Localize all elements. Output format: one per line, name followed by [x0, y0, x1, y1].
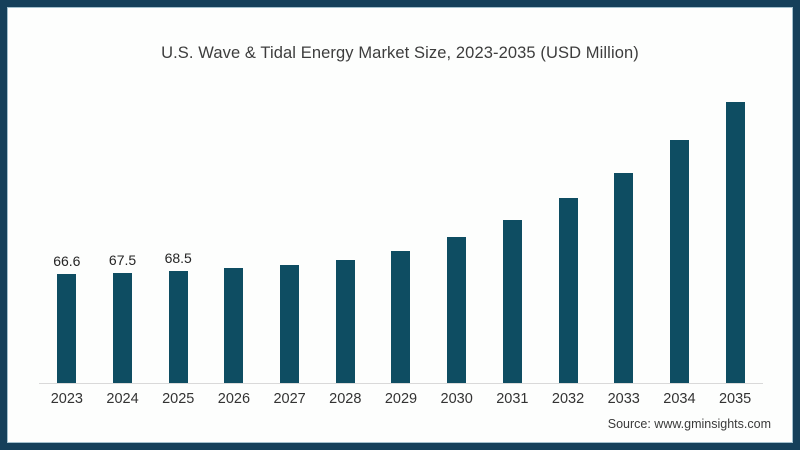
bar-column-2030: [429, 236, 485, 383]
bar-column-2028: [317, 259, 373, 383]
x-tick-label-2034: 2034: [663, 391, 696, 407]
bar-value-label-2023: 66.6: [53, 253, 81, 269]
bar-chart: 66.6 67.5 68.5 2023 2024 2025 2026 2027 2028 202…: [39, 92, 763, 407]
x-tick-label-2026: 2026: [217, 391, 251, 407]
x-tick-label-2030: 2030: [440, 391, 473, 407]
x-tick-label-2028: 2028: [329, 391, 362, 407]
x-tick-label-2031: 2031: [496, 391, 529, 407]
bar-2030: [447, 236, 467, 383]
bar-column-2034: [652, 140, 708, 383]
bar-2034: [669, 140, 689, 383]
bar-column-2032: [540, 198, 596, 383]
bar-2035: [725, 101, 745, 383]
bar-column-2029: [373, 250, 429, 383]
bar-column-2023: 66.6: [39, 253, 95, 383]
bar-column-2031: [485, 220, 541, 383]
x-tick-label-2027: 2027: [273, 391, 306, 407]
bar-2031: [502, 220, 522, 383]
bar-column-2025: 68.5: [150, 250, 206, 383]
bar-value-label-2024: 67.5: [108, 251, 137, 268]
bar-2029: [391, 250, 411, 383]
x-tick-label-2032: 2032: [551, 391, 585, 407]
bar-2026: [224, 268, 244, 383]
bar-column-2035: [707, 101, 763, 383]
x-tick-label-2029: 2029: [384, 391, 418, 407]
bar-column-2027: [262, 265, 318, 383]
bar-2024: [113, 272, 133, 383]
x-tick-label-2035: 2035: [718, 391, 752, 407]
x-tick-label-2025: 2025: [162, 391, 195, 407]
x-tick-label-2023: 2023: [50, 391, 83, 407]
bar-value-label-2025: 68.5: [164, 249, 192, 266]
x-tick-label-2024: 2024: [106, 391, 139, 407]
bar-column-2026: [206, 268, 262, 383]
x-tick-label-2033: 2033: [607, 391, 640, 407]
bar-column-2033: [596, 172, 652, 383]
plot-area: 66.6 67.5 68.5: [39, 92, 763, 384]
bar-2027: [280, 265, 300, 383]
bar-2032: [558, 198, 578, 383]
bar-2033: [614, 172, 634, 383]
bar-2028: [335, 259, 355, 383]
x-axis-labels: 2023 2024 2025 2026 2027 2028 2029 2030 2031 2032…: [39, 384, 763, 407]
page-title: U.S. Wave & Tidal Energy Market Size, 20…: [161, 44, 639, 62]
bar-2023: [57, 274, 77, 383]
bar-column-2024: 67.5: [95, 251, 151, 383]
source-text: Source: www.gminsights.com: [607, 417, 771, 431]
bar-2025: [168, 270, 188, 383]
